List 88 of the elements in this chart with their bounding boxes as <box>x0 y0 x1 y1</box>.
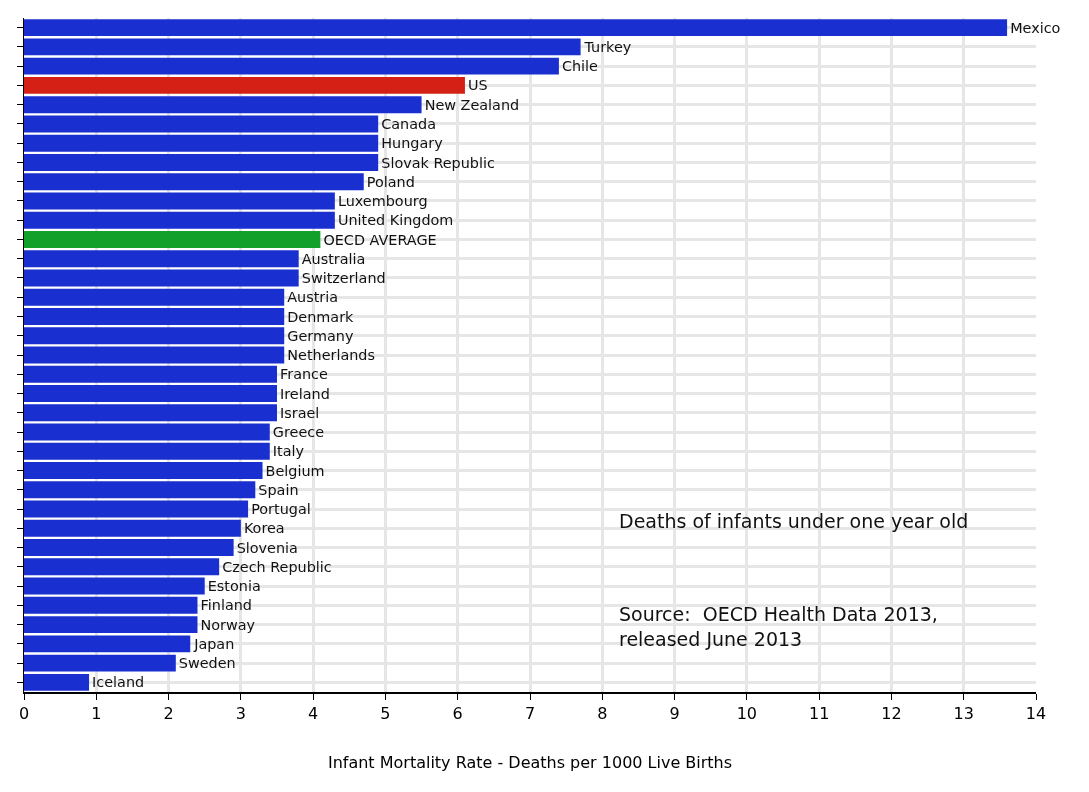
y-tick-label: Australia <box>301 250 366 267</box>
bar <box>24 519 241 537</box>
x-tick-label: 12 <box>881 703 902 723</box>
bar <box>24 385 277 402</box>
y-tick-label: Iceland <box>92 674 145 691</box>
bar <box>24 38 581 56</box>
x-tick-label: 4 <box>308 703 319 723</box>
x-tick-label: 3 <box>235 703 246 723</box>
bar <box>24 462 263 480</box>
y-tick-label: Chile <box>561 58 599 75</box>
y-tick-label: France <box>280 366 329 383</box>
y-tick-label: Norway <box>200 616 256 633</box>
y-tick-label: Belgium <box>265 462 325 479</box>
bar <box>24 153 379 171</box>
bar <box>24 308 285 325</box>
y-tick-label: Estonia <box>207 578 261 595</box>
y-tick-label: Netherlands <box>287 347 375 364</box>
x-axis-title: Infant Mortality Rate - Deaths per 1000 Live Births <box>327 753 733 773</box>
bar <box>24 250 299 268</box>
x-tick-label: 11 <box>808 703 830 723</box>
bar <box>24 404 277 422</box>
bar <box>24 423 270 441</box>
y-tick-label: Austria <box>287 289 339 306</box>
x-tick-label: 14 <box>1025 703 1047 723</box>
bar <box>24 346 285 364</box>
y-tick-label: Slovak Republic <box>381 154 495 171</box>
bar <box>24 230 321 248</box>
x-tick-label: 6 <box>452 703 463 723</box>
bar <box>24 442 270 460</box>
y-tick-label: Denmark <box>287 308 355 325</box>
x-tick-label: 0 <box>18 703 30 723</box>
y-tick-label: Switzerland <box>301 270 386 287</box>
annotation: Deaths of infants under one year old <box>619 510 969 532</box>
y-tick-label: Hungary <box>381 135 444 152</box>
bar <box>24 577 205 595</box>
x-tick-label: 10 <box>736 703 758 723</box>
bar <box>24 96 422 114</box>
y-tick-label: Finland <box>200 597 252 614</box>
x-tick-label: 9 <box>669 703 680 723</box>
bar <box>24 115 379 133</box>
bar <box>24 365 277 383</box>
y-tick-label: Italy <box>272 443 305 460</box>
y-tick-label: Greece <box>272 424 325 441</box>
x-tick-label: 13 <box>953 703 974 723</box>
bar <box>24 19 1008 37</box>
bar <box>24 500 249 518</box>
bar <box>24 481 256 499</box>
y-tick-label: Ireland <box>280 385 330 402</box>
x-tick-label: 5 <box>380 703 391 723</box>
y-tick-label: Japan <box>193 635 235 652</box>
bar <box>24 76 465 94</box>
x-tick-label: 1 <box>91 703 102 723</box>
y-tick-label: Canada <box>381 116 436 132</box>
y-tick-label: Spain <box>258 481 299 498</box>
x-tick-label: 7 <box>524 703 536 723</box>
bar <box>24 654 176 672</box>
y-tick-label: United Kingdom <box>337 212 454 229</box>
bar <box>24 57 559 75</box>
x-tick-label: 2 <box>163 703 174 723</box>
y-tick-label: OECD AVERAGE <box>323 231 437 248</box>
x-tick-label: 8 <box>597 703 608 723</box>
bar <box>24 211 335 229</box>
y-tick-label: Korea <box>243 520 285 537</box>
bar <box>24 192 335 210</box>
annotation: Source: OECD Health Data 2013, released June 2013 <box>619 603 938 650</box>
y-tick-label: Turkey <box>583 38 632 55</box>
bar <box>24 616 198 634</box>
bar <box>24 539 234 557</box>
y-tick-label: US <box>467 77 488 94</box>
y-tick-label: Czech Republic <box>222 558 332 575</box>
y-tick-label: Mexico <box>1010 19 1061 36</box>
bar <box>24 134 379 152</box>
bar <box>24 635 191 653</box>
bar <box>24 269 299 287</box>
bar <box>24 673 90 691</box>
bar <box>24 596 198 614</box>
y-tick-label: Germany <box>287 327 354 344</box>
bar <box>24 558 220 576</box>
bar <box>24 288 285 306</box>
y-tick-label: Slovenia <box>236 539 298 556</box>
y-tick-label: Luxembourg <box>337 193 428 210</box>
y-tick-label: Portugal <box>251 501 311 518</box>
bar <box>24 327 285 345</box>
y-tick-label: Poland <box>366 173 415 190</box>
bar <box>24 173 364 191</box>
y-tick-label: New Zealand <box>424 96 520 113</box>
y-tick-label: Sweden <box>178 655 236 672</box>
y-tick-label: Israel <box>280 404 320 421</box>
